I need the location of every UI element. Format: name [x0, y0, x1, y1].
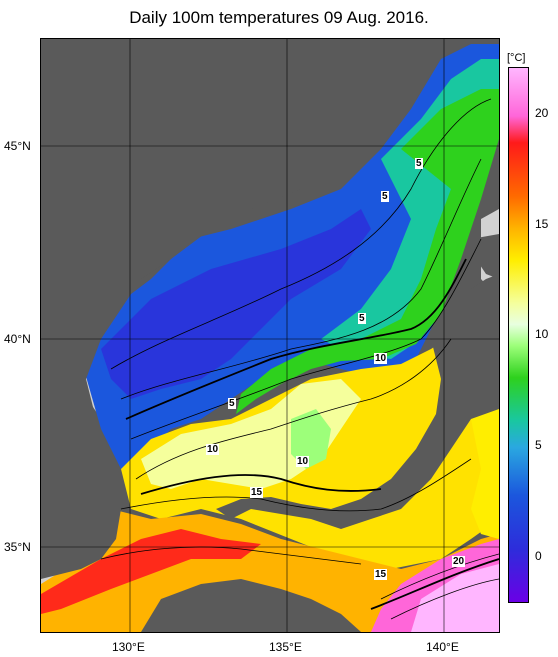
contour-label: 5 [381, 191, 389, 202]
lon-label-130e: 130°E [112, 640, 145, 654]
graticule [41, 39, 499, 632]
contour-label: 15 [250, 487, 264, 498]
colorbar-tick-15: 15 [535, 217, 549, 231]
contour-label: 10 [206, 444, 220, 455]
colorbar-tick-10: 10 [535, 327, 549, 341]
sea-cold-core [101, 209, 371, 399]
colorbar-tick-0: 0 [535, 549, 542, 563]
colorbar-unit: [°C] [507, 52, 526, 64]
contour-label: 5 [358, 313, 366, 324]
contour-label: 10 [296, 456, 310, 467]
pacific-east [471, 409, 499, 539]
lon-label-140e: 140°E [426, 640, 459, 654]
lon-label-135e: 135°E [269, 640, 302, 654]
japan-hokkaido [471, 234, 499, 279]
temperature-map [41, 39, 499, 632]
colorbar-tick-20: 20 [535, 106, 549, 120]
contour-label: 10 [374, 353, 388, 364]
kuroshio-pale-pink [411, 564, 499, 632]
sea-warm-red [41, 529, 261, 614]
colorbar-tick-5: 5 [535, 438, 542, 452]
map-panel [40, 38, 500, 633]
korea-peninsula [41, 39, 441, 579]
lat-label-35n: 35°N [4, 540, 31, 554]
contour-label: 20 [452, 556, 466, 567]
south-japan-kyushu [141, 579, 361, 632]
contour-label: 5 [415, 158, 423, 169]
colorbar [508, 67, 529, 603]
lat-label-45n: 45°N [4, 139, 31, 153]
sea-green-band [236, 89, 499, 414]
japan-honshu [216, 274, 499, 529]
isotherms [100, 98, 499, 620]
contour-label: 5 [228, 398, 236, 409]
sea-warm-green-eddy [291, 409, 331, 469]
lat-label-40n: 40°N [4, 332, 31, 346]
isotherms-bold [125, 258, 499, 610]
map-title: Daily 100m temperatures 09 Aug. 2016. [129, 8, 429, 27]
contour-label: 15 [374, 569, 388, 580]
